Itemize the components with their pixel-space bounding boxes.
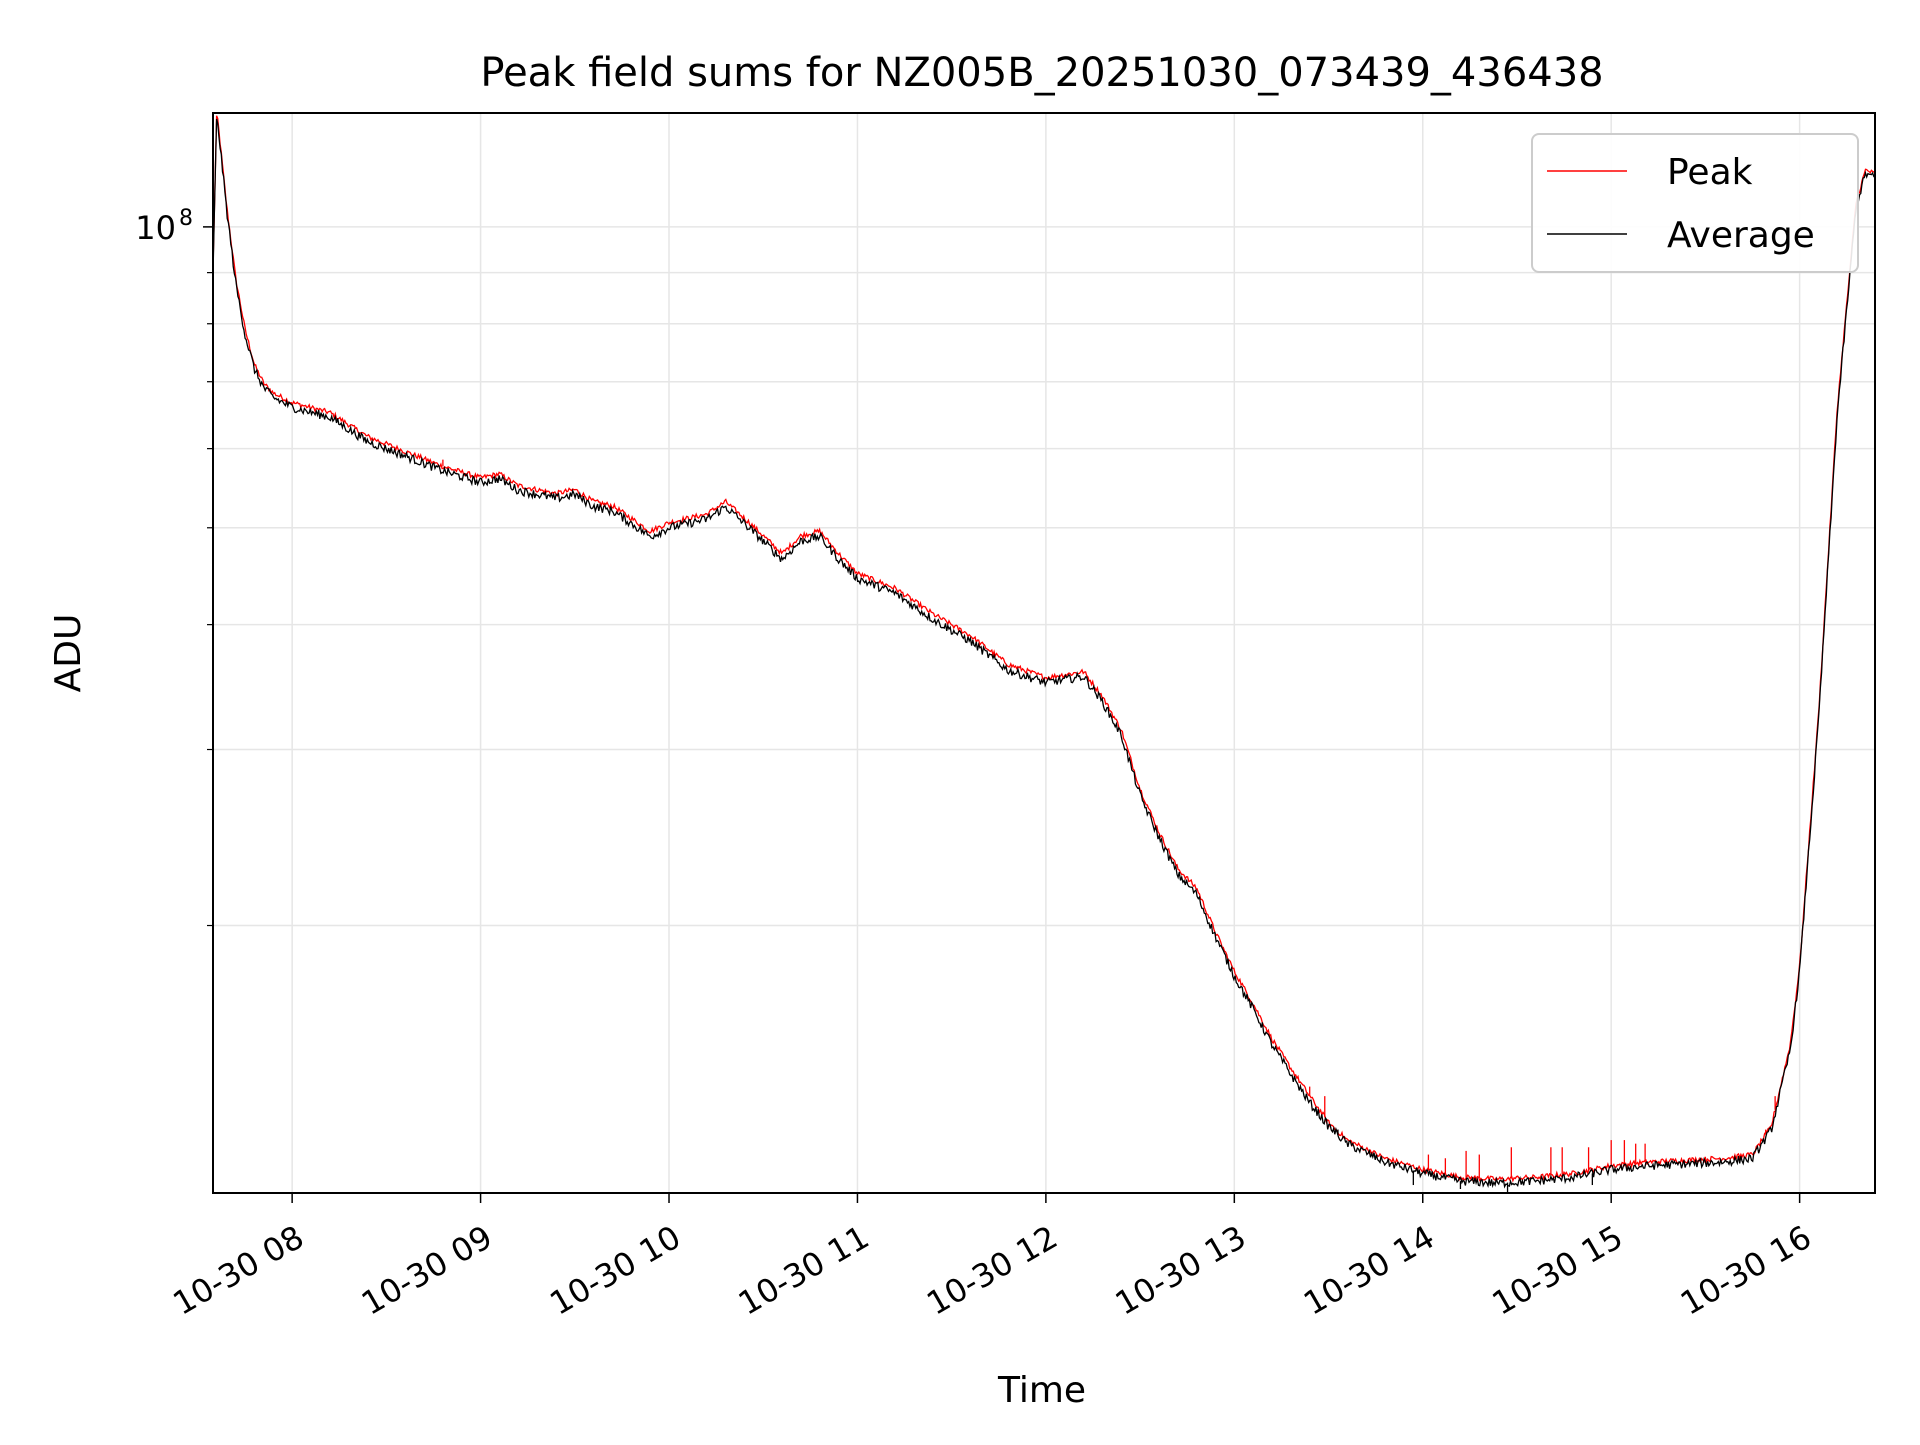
chart-title: Peak field sums for NZ005B_20251030_0734… (480, 50, 1603, 96)
legend-peak-label: Peak (1667, 152, 1753, 193)
y-tick-label-exponent: 8 (179, 206, 193, 231)
legend-box (1531, 133, 1859, 273)
y-axis-ticks: 10 8 (135, 206, 213, 927)
plot-frame (212, 112, 1876, 1194)
legend: Peak Average (1531, 133, 1859, 273)
legend-average-label: Average (1667, 215, 1815, 256)
series-layer (212, 115, 1876, 1193)
y-axis-label: ADU (48, 614, 89, 693)
x-axis-label: Time (997, 1370, 1086, 1411)
average-series-line (212, 118, 1876, 1189)
grid (213, 113, 1875, 1193)
y-tick-label: 10 (135, 209, 176, 247)
